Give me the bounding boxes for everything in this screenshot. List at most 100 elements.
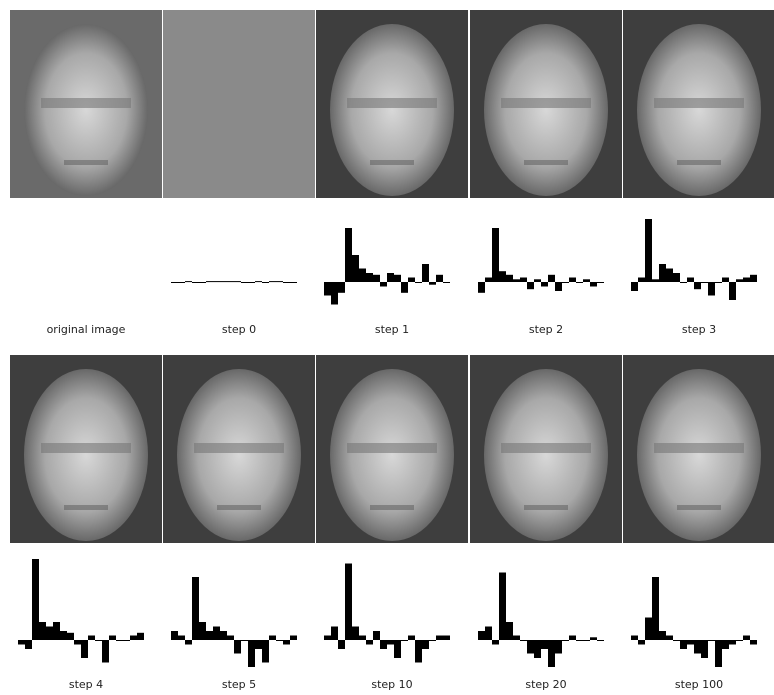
coefficient-bar (569, 636, 576, 641)
coefficient-bar (88, 636, 95, 641)
coefficient-bar (199, 282, 206, 283)
coefficient-bar (283, 640, 290, 645)
coefficient-bar (645, 618, 652, 641)
coefficient-bar (652, 279, 659, 282)
coefficient-bar (234, 281, 241, 282)
coefficient-bar (701, 282, 708, 283)
coefficient-bar (373, 275, 380, 282)
coefficient-bar (248, 282, 255, 283)
coefficient-bar (192, 577, 199, 640)
coefficient-bar (331, 627, 338, 641)
coefficient-bar (715, 282, 722, 283)
coefficient-bar (513, 279, 520, 282)
coefficient-bar (185, 640, 192, 645)
coefficient-bar (443, 282, 450, 283)
coefficient-bar (736, 640, 743, 641)
coefficient-bar (380, 282, 387, 287)
coefficient-bar (513, 636, 520, 641)
face (484, 24, 608, 196)
coefficient-bar (18, 640, 25, 645)
coefficient-bar (527, 282, 534, 289)
coefficient-bar (562, 640, 569, 641)
coefficient-bar (206, 631, 213, 640)
coefficient-bar (659, 631, 666, 640)
mouth (370, 160, 414, 165)
coefficient-bar (590, 282, 597, 287)
coefficient-bar (178, 282, 185, 283)
eyes (501, 443, 591, 453)
coefficient-bar (722, 278, 729, 283)
coefficient-bar (67, 633, 74, 640)
coefficient-bar (408, 278, 415, 283)
coefficient-bar (666, 269, 673, 283)
coefficient-bar (220, 281, 227, 282)
coefficient-bar (534, 279, 541, 282)
coefficient-bar (53, 622, 60, 640)
coefficient-bar (659, 264, 666, 282)
coefficient-bar (290, 282, 297, 283)
coefficient-bar (541, 282, 548, 287)
coefficient-bar (478, 631, 485, 640)
panel-label: step 100 (675, 678, 723, 691)
blank-image (163, 10, 315, 198)
figure: original imagestep 0step 1step 2step 3st… (0, 0, 774, 695)
coefficient-bar (485, 278, 492, 283)
face (330, 24, 454, 196)
coefficient-bar (638, 640, 645, 645)
coefficient-bar (373, 631, 380, 640)
mouth (64, 160, 108, 165)
coefficient-bar (478, 282, 485, 293)
coefficient-bar (359, 636, 366, 641)
coefficient-bar (687, 278, 694, 283)
coefficient-bar (352, 627, 359, 641)
coefficient-bar (569, 278, 576, 283)
face (24, 369, 148, 541)
coefficient-bar (506, 275, 513, 282)
coefficient-bar (694, 640, 701, 654)
panel-label: step 2 (529, 323, 563, 336)
coefficient-bar (283, 282, 290, 283)
coefficient-bar (123, 640, 130, 641)
panel-label: step 3 (682, 323, 716, 336)
eyes (194, 443, 284, 453)
coefficient-bar (597, 282, 604, 283)
coefficient-bar (366, 273, 373, 282)
mouth (524, 160, 568, 165)
coefficient-bar (366, 640, 373, 645)
coefficient-bar (485, 627, 492, 641)
coefficient-bar (680, 282, 687, 283)
coefficient-bar (262, 640, 269, 663)
coefficient-bar (345, 228, 352, 282)
coefficient-bar (736, 279, 743, 282)
coefficient-bar (234, 640, 241, 654)
panel-label: step 5 (222, 678, 256, 691)
panel-label: original image (47, 323, 126, 336)
coefficient-bar (46, 627, 53, 641)
coefficient-bar (422, 640, 429, 649)
face (637, 369, 761, 541)
coefficient-bar (520, 640, 527, 641)
coefficient-bar (255, 640, 262, 649)
coefficient-bar (248, 640, 255, 667)
coefficient-bar (331, 282, 338, 305)
coefficient-bar (743, 278, 750, 283)
panel-label: step 10 (371, 678, 412, 691)
coefficient-bar (562, 282, 569, 283)
coefficient-bar (548, 275, 555, 282)
coefficient-bar (555, 282, 562, 291)
coefficient-bar (39, 622, 46, 640)
coefficient-bar (359, 269, 366, 283)
panel-label: step 0 (222, 323, 256, 336)
coefficient-bar (276, 281, 283, 282)
coefficient-bar (324, 636, 331, 641)
coefficient-bar (220, 631, 227, 640)
coefficient-bar (178, 636, 185, 641)
face (330, 369, 454, 541)
coefficient-bar (387, 640, 394, 645)
panel-label: step 20 (525, 678, 566, 691)
coefficient-bar (631, 282, 638, 291)
coefficient-bar (645, 219, 652, 282)
coefficient-bar (380, 640, 387, 649)
coefficient-bar (576, 282, 583, 283)
coefficient-bar (60, 631, 67, 640)
